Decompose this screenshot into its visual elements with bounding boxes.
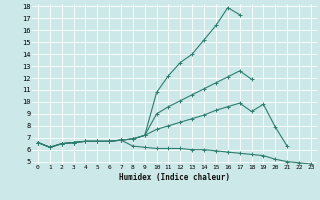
- X-axis label: Humidex (Indice chaleur): Humidex (Indice chaleur): [119, 173, 230, 182]
